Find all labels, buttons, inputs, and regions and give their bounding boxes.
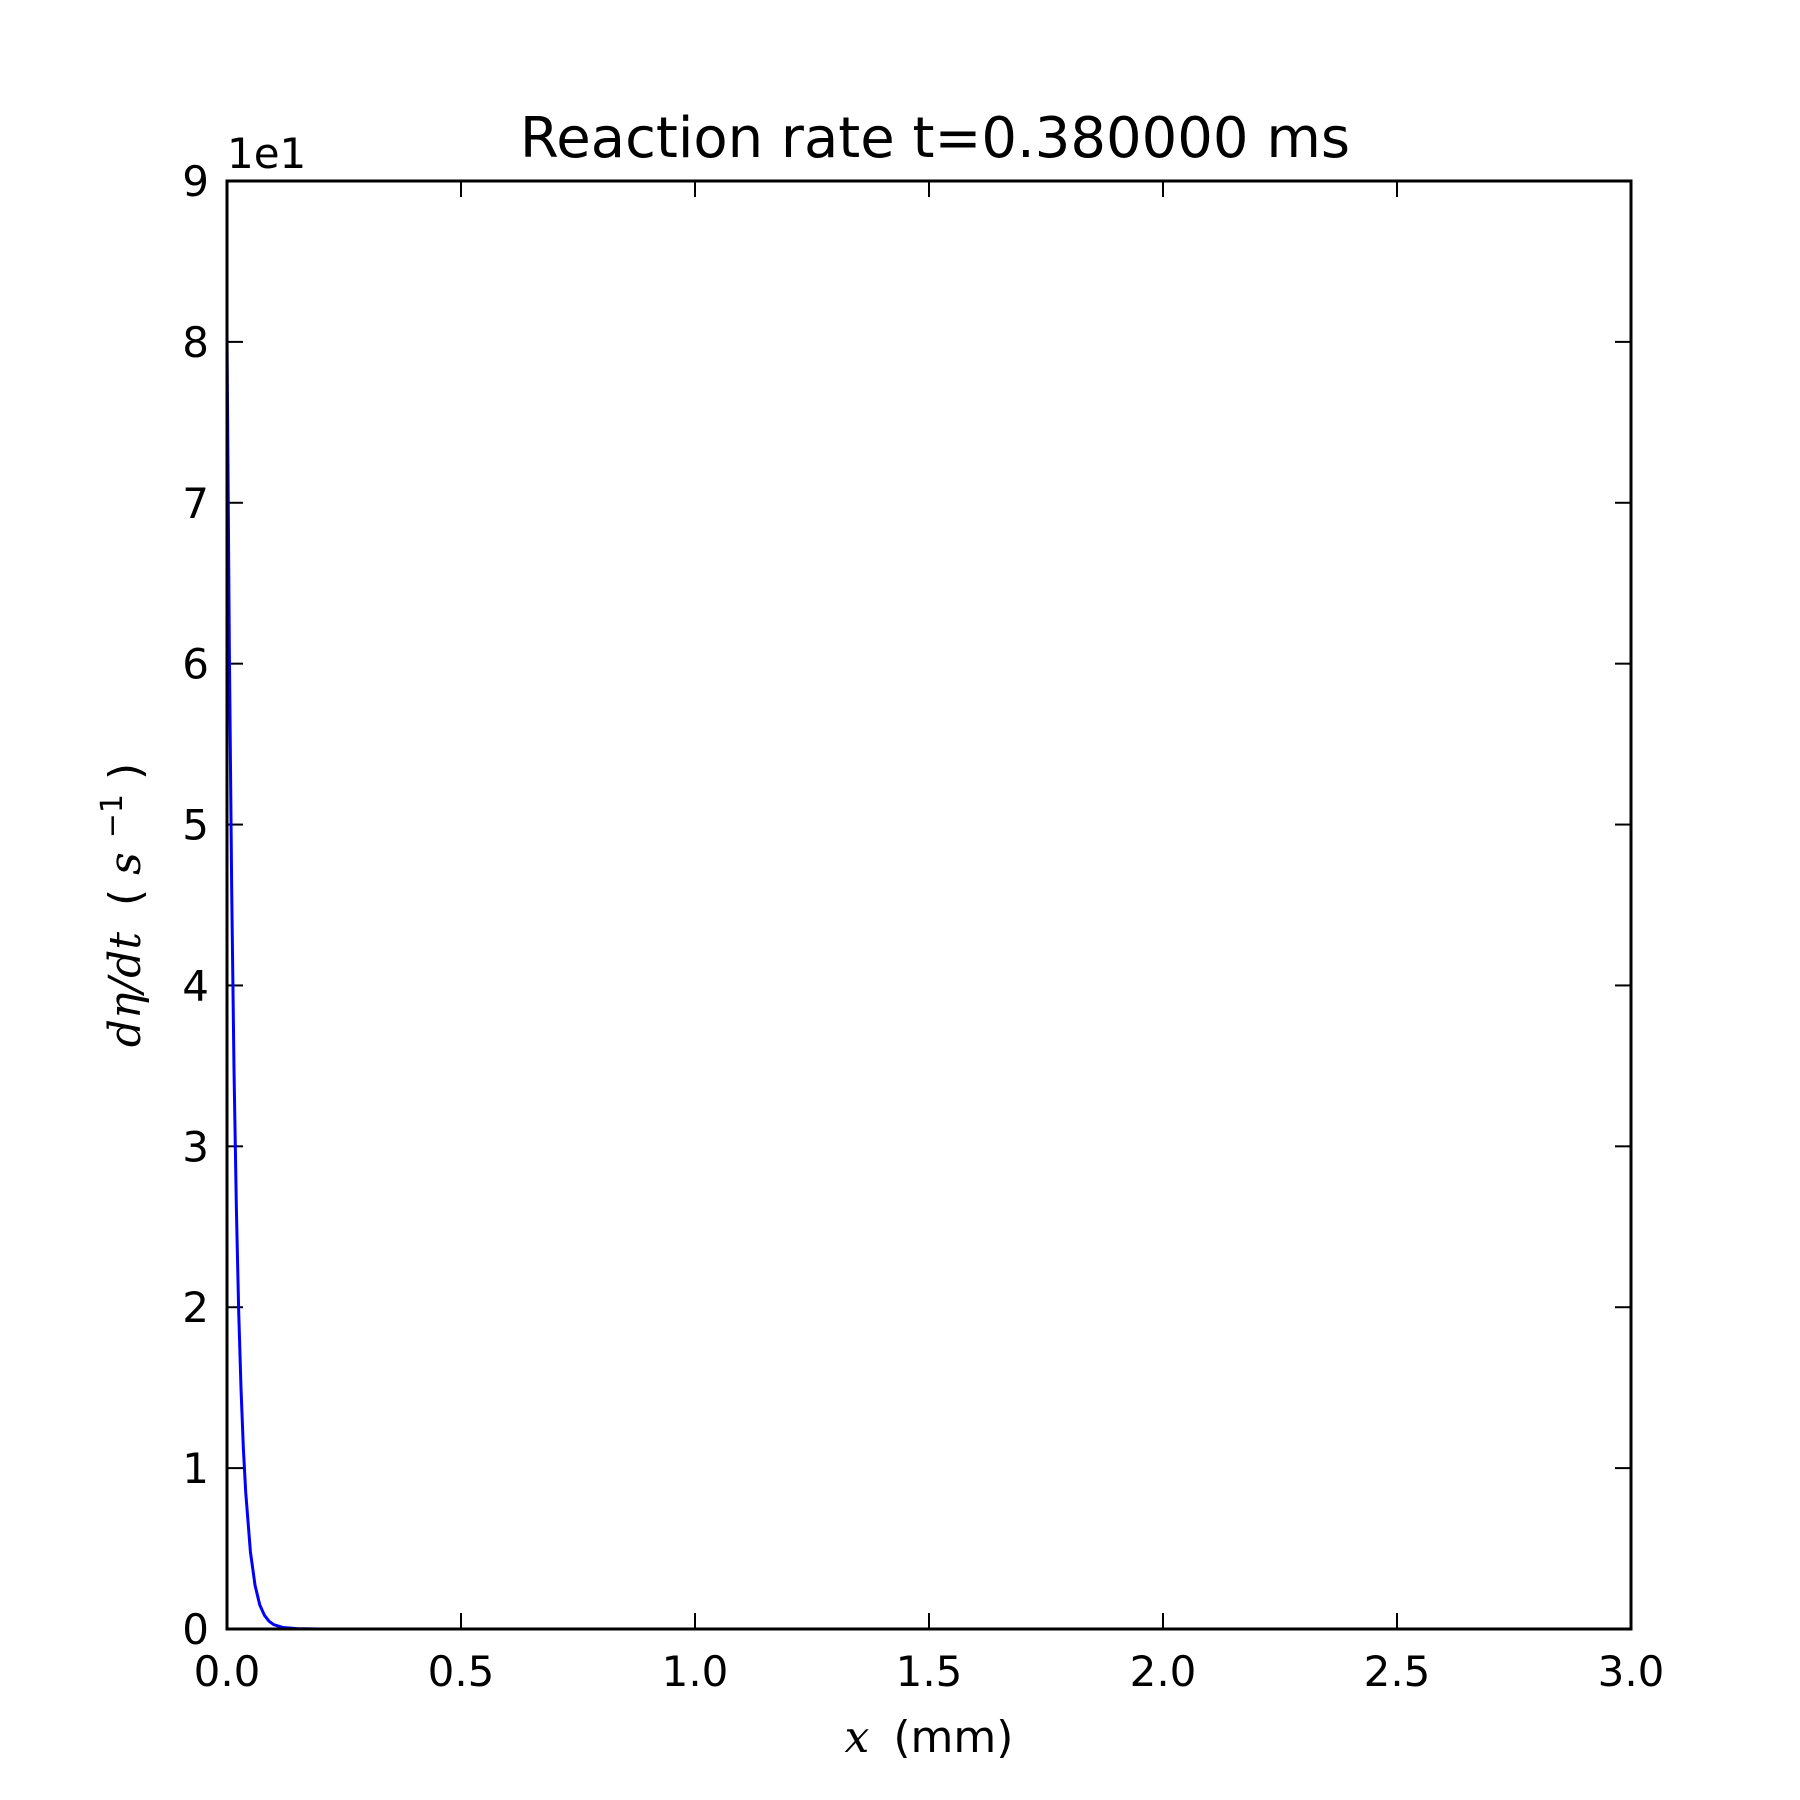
x-tick-label: 1.5	[896, 1647, 963, 1696]
y-offset-label: 1e1	[227, 129, 306, 178]
x-axis-label-var: x	[845, 1712, 870, 1763]
x-axis-label-unit: (mm)	[893, 1712, 1013, 1763]
y-axis-label-unit-base: s	[100, 852, 151, 875]
y-axis-label: dη/dt ( s −1 )	[82, 763, 151, 1047]
x-tick-label: 1.0	[662, 1647, 729, 1696]
y-axis-label-paren-close: )	[100, 763, 151, 780]
x-axis-label: x (mm)	[845, 1712, 1014, 1763]
y-axis-label-paren-open: (	[100, 889, 151, 906]
chart-title: Reaction rate t=0.380000 ms	[520, 106, 1350, 171]
y-tick-label: 6	[182, 640, 209, 689]
y-tick-label: 4	[182, 961, 209, 1010]
x-tick-label: 0.0	[194, 1647, 261, 1696]
y-tick-label: 8	[182, 318, 209, 367]
y-tick-label: 2	[182, 1283, 209, 1332]
ticks-group: 0.0 0.5 1.0 1.5 2.0 2.5 3.0 0 1 2 3 4 5 6 7 8 9	[182, 157, 1664, 1696]
y-axis-label-unit-exp: −1	[95, 794, 130, 838]
y-tick-label: 0	[182, 1605, 209, 1654]
x-tick-label: 2.5	[1364, 1647, 1431, 1696]
y-tick-label: 9	[182, 157, 209, 206]
y-tick-label: 7	[182, 479, 209, 528]
y-tick-label: 5	[182, 801, 209, 850]
y-tick-label: 3	[182, 1122, 209, 1171]
x-tick-label: 3.0	[1598, 1647, 1665, 1696]
y-tick-label: 1	[182, 1444, 209, 1493]
y-axis-label-var: dη/dt	[100, 932, 151, 1048]
plot-frame	[225, 179, 1633, 1631]
x-tick-label: 0.5	[428, 1647, 495, 1696]
x-tick-label: 2.0	[1130, 1647, 1197, 1696]
